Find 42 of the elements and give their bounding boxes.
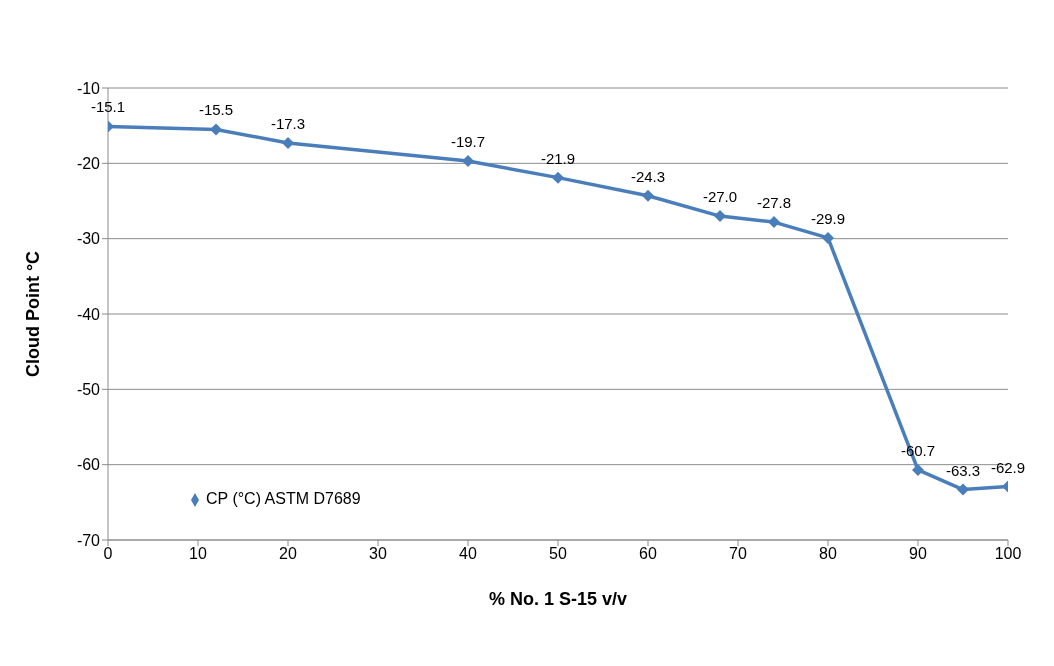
x-tick-label: 50 xyxy=(549,545,567,563)
point xyxy=(768,216,780,229)
data-label: -17.3 xyxy=(270,114,306,132)
y-tick-label: -60 xyxy=(76,456,101,474)
x-tick-label: 90 xyxy=(909,545,927,563)
data-label: -27.8 xyxy=(756,194,792,212)
point xyxy=(642,189,654,202)
legend-label: CP (°C) ASTM D7689 xyxy=(206,490,361,507)
point xyxy=(462,155,474,168)
data-label: -63.3 xyxy=(945,461,981,479)
x-tick-label: 70 xyxy=(729,545,747,563)
y-tick-label: -50 xyxy=(76,381,101,399)
point xyxy=(210,123,222,136)
y-axis-title: Cloud Point °C xyxy=(23,250,44,378)
x-tick-label: 40 xyxy=(459,545,477,563)
y-tick-label: -70 xyxy=(76,531,101,549)
data-label: -15.5 xyxy=(198,101,234,119)
y-tick-label: -30 xyxy=(76,230,101,248)
point xyxy=(822,231,834,244)
y-tick-label: -40 xyxy=(76,305,101,323)
point xyxy=(912,463,924,476)
data-label: -15.1 xyxy=(90,98,126,116)
x-tick-label: 60 xyxy=(639,545,657,563)
point xyxy=(282,136,294,149)
data-label: -29.9 xyxy=(810,209,846,227)
x-tick-label: 20 xyxy=(279,545,297,563)
x-axis-title: % No. 1 S-15 v/v xyxy=(488,589,628,609)
data-label: -62.9 xyxy=(990,458,1026,476)
data-label: -27.0 xyxy=(702,188,738,206)
x-tick-label: 30 xyxy=(369,545,387,563)
data-label: -24.3 xyxy=(630,167,666,185)
point xyxy=(552,171,564,184)
y-tick-label: -10 xyxy=(76,79,101,97)
y-tick-label: -20 xyxy=(76,155,101,173)
point xyxy=(957,483,969,496)
point xyxy=(714,210,726,223)
x-tick-label: 100 xyxy=(994,545,1022,563)
data-label: -19.7 xyxy=(450,133,486,151)
x-tick-label: 0 xyxy=(103,545,113,563)
data-label: -21.9 xyxy=(540,149,576,167)
x-tick-label: 10 xyxy=(189,545,207,563)
x-tick-label: 80 xyxy=(819,545,837,563)
